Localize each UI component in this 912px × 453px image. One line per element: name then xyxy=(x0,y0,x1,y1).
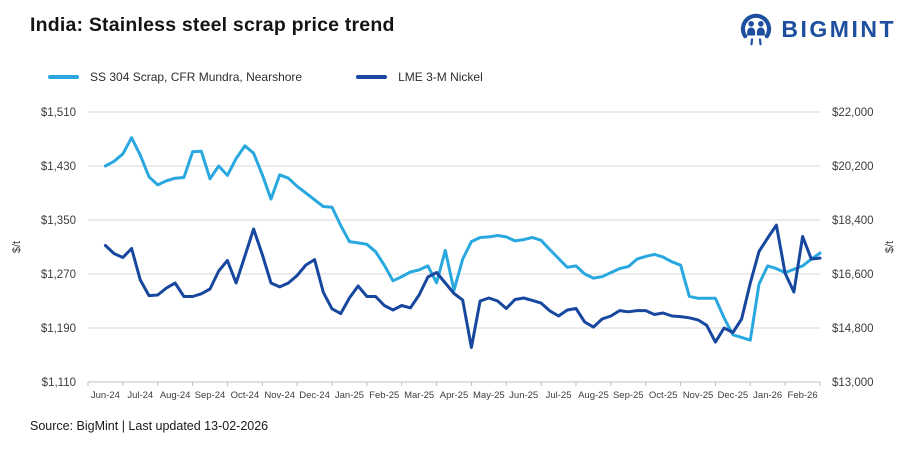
x-axis-tick-label: Oct-25 xyxy=(649,390,678,401)
left-axis-tick-label: $1,430 xyxy=(41,161,76,173)
x-axis-tick-label: Apr-25 xyxy=(440,390,469,401)
x-axis-tick-label: Dec-24 xyxy=(299,390,330,401)
x-axis-tick-label: Jun-24 xyxy=(91,390,120,401)
price-trend-chart: $1,510 $22,000 $1,430 $20,200 $1,350 $18,400 $… xyxy=(11,107,896,401)
bigmint-logo-icon xyxy=(741,13,772,46)
legend-swatch-ss304 xyxy=(48,75,79,79)
left-axis-tick-label: $1,190 xyxy=(41,323,76,335)
x-axis-tick-label: Nov-25 xyxy=(683,390,714,401)
left-axis-tick-label: $1,350 xyxy=(41,215,76,227)
x-axis-tick-label: Oct-24 xyxy=(231,390,260,401)
x-axis-tick-label: Aug-25 xyxy=(578,390,609,401)
x-axis-tick-label: Jan-26 xyxy=(753,390,782,401)
right-axis-tick-label: $18,400 xyxy=(832,215,874,227)
left-axis-title: $/t xyxy=(11,241,23,253)
right-axis-tick-label: $22,000 xyxy=(832,107,874,119)
chart-area: $1,510 $22,000 $1,430 $20,200 $1,350 $18,400 $… xyxy=(0,95,912,415)
brand-wordmark: BIGMINT xyxy=(781,15,896,42)
x-axis-tick-label: Feb-25 xyxy=(369,390,399,401)
series-line-lme-nickel xyxy=(103,223,822,349)
x-axis-tick-label: Aug-24 xyxy=(160,390,191,401)
x-axis-tick-label: Jan-25 xyxy=(335,390,364,401)
x-axis-tick-label: Sep-24 xyxy=(195,390,226,401)
legend-label-ss304: SS 304 Scrap, CFR Mundra, Nearshore xyxy=(90,70,303,84)
right-axis-tick-label: $20,200 xyxy=(832,161,874,173)
page-title: India: Stainless steel scrap price trend xyxy=(30,14,395,36)
series-line-ss304-scrap xyxy=(103,136,822,342)
x-axis-tick-label: May-25 xyxy=(473,390,505,401)
x-axis-tick-label: Dec-25 xyxy=(718,390,749,401)
legend-swatch-nickel xyxy=(356,75,388,79)
source-note: Source: BigMint | Last updated 13-02-202… xyxy=(30,419,269,433)
chart-legend: SS 304 Scrap, CFR Mundra, Nearshore LME … xyxy=(48,70,483,84)
legend-label-nickel: LME 3-M Nickel xyxy=(398,70,483,84)
x-axis-tick-label: Feb-26 xyxy=(788,390,818,401)
right-axis-tick-label: $13,000 xyxy=(832,377,874,389)
right-axis-title: $/t xyxy=(884,241,896,253)
left-axis-tick-label: $1,110 xyxy=(42,377,76,389)
legend-item-nickel: LME 3-M Nickel xyxy=(356,70,483,84)
x-axis-tick-label: Jul-24 xyxy=(127,390,153,401)
right-axis-tick-label: $16,600 xyxy=(832,269,874,281)
x-axis-tick-label: Sep-25 xyxy=(613,390,644,401)
legend-item-ss304: SS 304 Scrap, CFR Mundra, Nearshore xyxy=(48,70,302,84)
x-axis-tick-label: Mar-25 xyxy=(404,390,434,401)
right-axis-tick-label: $14,800 xyxy=(832,323,874,335)
left-axis-tick-label: $1,270 xyxy=(41,269,76,281)
brand-logo: BIGMINT xyxy=(738,10,896,48)
x-axis-tick-label: Jul-25 xyxy=(546,390,572,401)
x-axis-tick-label: Nov-24 xyxy=(264,390,295,401)
left-axis-tick-label: $1,510 xyxy=(41,107,76,119)
x-axis-tick-label: Jun-25 xyxy=(509,390,538,401)
